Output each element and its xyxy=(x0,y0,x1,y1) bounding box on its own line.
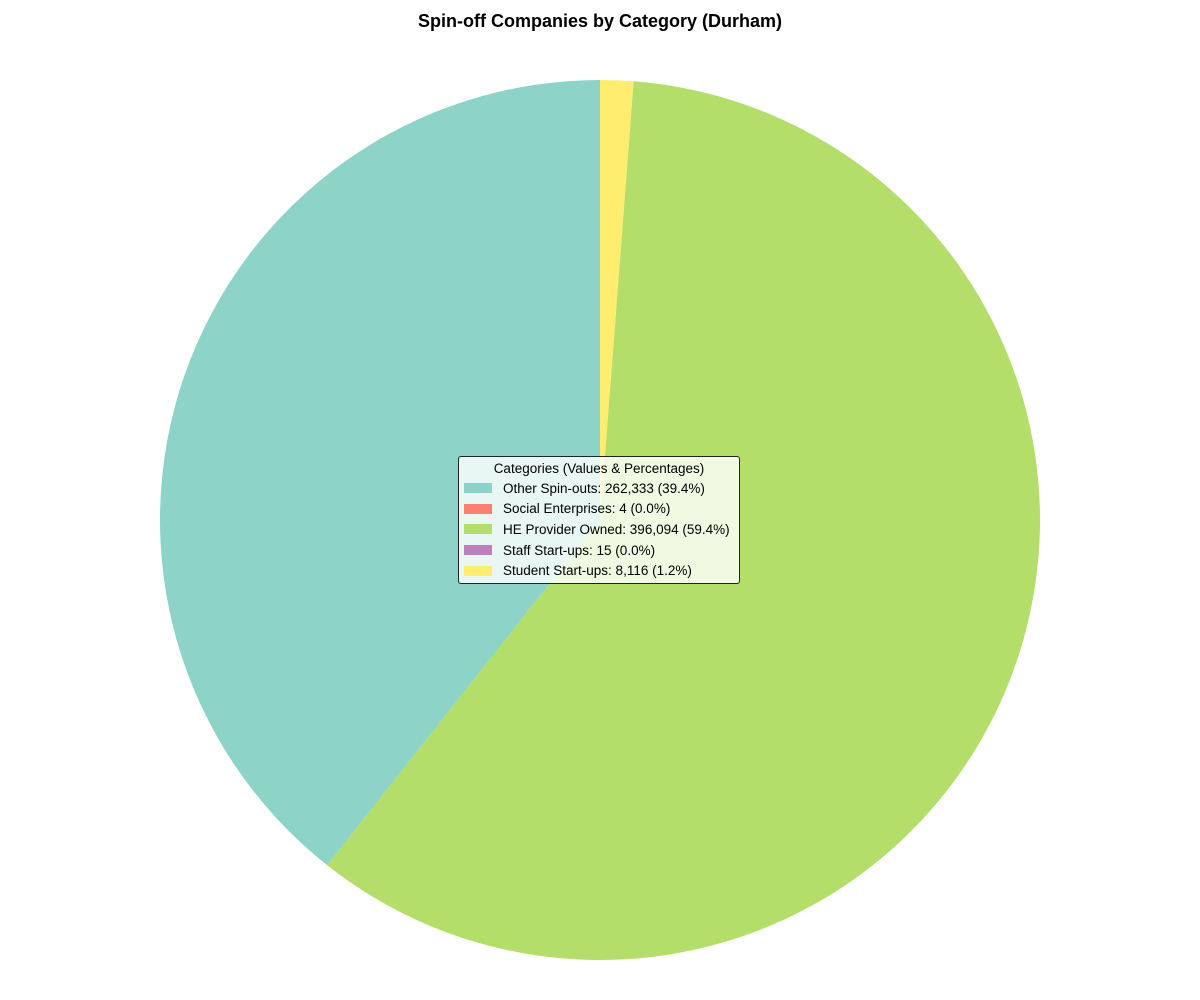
legend-title: Categories (Values & Percentages) xyxy=(493,461,705,476)
legend-label: Other Spin-outs: 262,333 (39.4%) xyxy=(503,480,705,496)
legend-entry: Staff Start-ups: 15 (0.0%) xyxy=(464,540,734,561)
chart-legend: Categories (Values & Percentages) Other … xyxy=(458,456,740,584)
legend-entry: Student Start-ups: 8,116 (1.2%) xyxy=(464,560,734,581)
legend-entry: HE Provider Owned: 396,094 (59.4%) xyxy=(464,519,734,540)
legend-entry: Social Enterprises: 4 (0.0%) xyxy=(464,499,734,520)
pie-slice-staff-start-ups xyxy=(600,81,634,521)
pie-slice-student-start-ups xyxy=(600,80,634,520)
legend-label: Student Start-ups: 8,116 (1.2%) xyxy=(503,563,692,579)
legend-swatch xyxy=(464,524,492,535)
legend-swatch xyxy=(464,565,492,576)
legend-swatch xyxy=(464,503,492,514)
legend-swatch xyxy=(464,483,492,494)
pie-slice-other-spin-outs xyxy=(160,80,600,866)
chart-title: Spin-off Companies by Category (Durham) xyxy=(417,11,783,31)
legend-entries: Other Spin-outs: 262,333 (39.4%) Social E… xyxy=(464,478,734,581)
legend-label: Social Enterprises: 4 (0.0%) xyxy=(503,501,671,517)
pie-slice-social-enterprises xyxy=(327,520,600,866)
legend-swatch xyxy=(464,545,492,556)
legend-label: HE Provider Owned: 396,094 (59.4%) xyxy=(503,521,730,537)
legend-label: Staff Start-ups: 15 (0.0%) xyxy=(503,542,656,558)
legend-entry: Other Spin-outs: 262,333 (39.4%) xyxy=(464,478,734,499)
